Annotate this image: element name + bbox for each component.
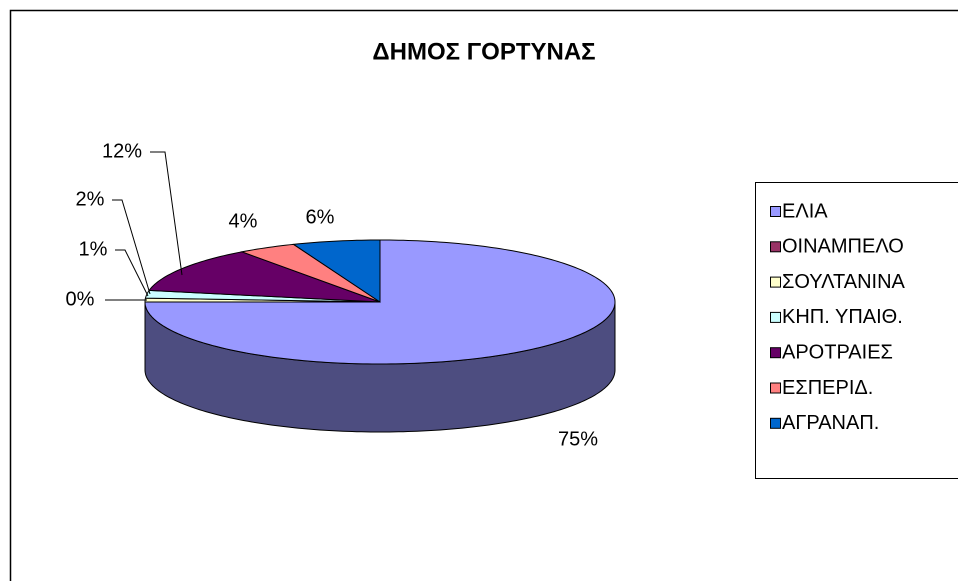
legend-swatch [770,347,781,359]
data-label: 0% [66,288,95,310]
data-label: 6% [306,206,335,228]
legend-swatch [770,276,781,288]
legend-label: ΟΙΝΑΜΠΕΛΟ [782,236,904,258]
legend-label: ΚΗΠ. ΥΠΑΙΘ. [782,306,903,328]
slice [292,239,381,303]
data-label: 1% [79,238,108,260]
legend-box [755,182,958,479]
legend-swatch [770,241,781,253]
data-label: 75% [558,428,598,450]
legend-swatch [770,206,781,217]
legend-label: ΑΓΡΑΝΑΠ. [782,412,879,434]
legend-swatch [770,382,781,394]
leader-line [115,249,149,297]
legend-label: ΣΟΥΛΤΑΝΙΝΑ [782,271,906,293]
leader-line [112,199,151,295]
chart-title: ΔΗΜΟΣ ΓΟΡΤΥΝΑΣ [372,38,595,65]
legend-swatch [770,417,781,429]
slice [239,243,381,303]
data-label: 4% [229,210,258,232]
legend-label: ΕΣΠΕΡΙΔ. [782,377,873,399]
leader-line [150,151,183,276]
data-label: 2% [76,188,105,210]
data-label: 12% [102,140,142,162]
legend-label: ΑΡΟΤΡΑΙΕΣ [782,341,893,363]
legend-label: ΕΛΙΑ [782,200,828,222]
legend-swatch [770,311,781,323]
